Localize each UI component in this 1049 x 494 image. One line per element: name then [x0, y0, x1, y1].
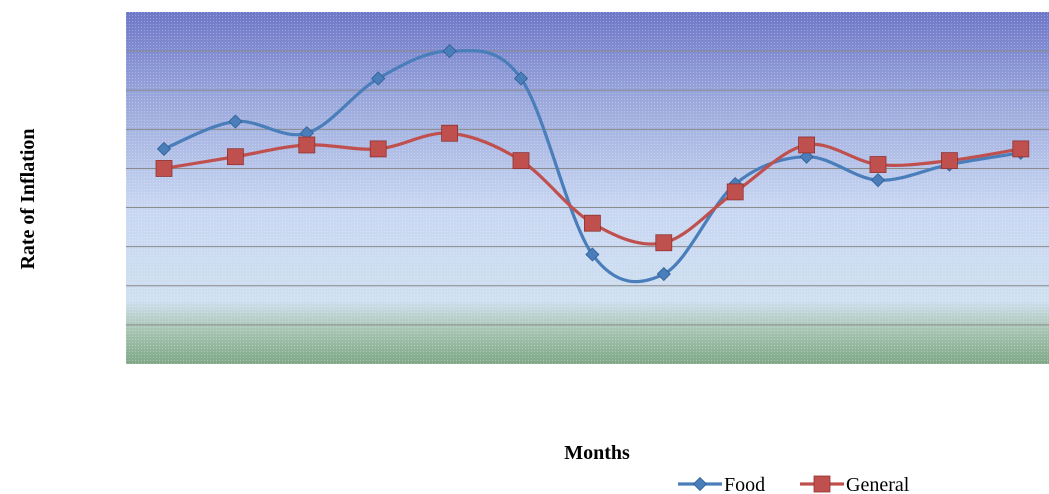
legend: Food General: [678, 474, 910, 494]
legend-item-general: General: [800, 474, 910, 494]
series-general-point: [655, 234, 673, 252]
legend-item-food: Food: [678, 474, 765, 494]
series-food-point: [371, 71, 386, 86]
series-general-point: [869, 156, 887, 173]
series-layer: [155, 44, 1030, 284]
series-food-point: [513, 71, 529, 86]
plot-area-texture: [126, 12, 1049, 364]
series-food-point: [656, 266, 671, 282]
series-general-point: [298, 136, 316, 154]
series-general-point: [726, 183, 744, 201]
y-axis-title: Rate of Inflation: [17, 128, 39, 269]
series-general-point: [941, 152, 958, 170]
legend-swatch-marker-general: [813, 475, 831, 493]
series-food-point: [799, 149, 814, 164]
series-food-point: [156, 141, 172, 156]
series-general-point: [226, 148, 244, 166]
series-general-point: [369, 140, 387, 158]
legend-label-general: General: [846, 474, 910, 494]
series-food-point: [585, 247, 600, 262]
series-general-point: [155, 160, 173, 177]
legend-swatch-marker-food: [692, 476, 708, 492]
legend-label-food: Food: [724, 474, 765, 494]
series-general: [155, 124, 1030, 252]
series-general-point: [584, 214, 601, 232]
series-general-point: [512, 152, 530, 170]
series-general-point: [1012, 140, 1030, 158]
series-food-point: [870, 173, 886, 188]
series-food-point: [228, 114, 243, 129]
x-axis-title: Months: [564, 442, 630, 464]
series-food-point: [442, 44, 457, 59]
series-general-point: [798, 136, 815, 154]
series-general-point: [441, 124, 459, 142]
